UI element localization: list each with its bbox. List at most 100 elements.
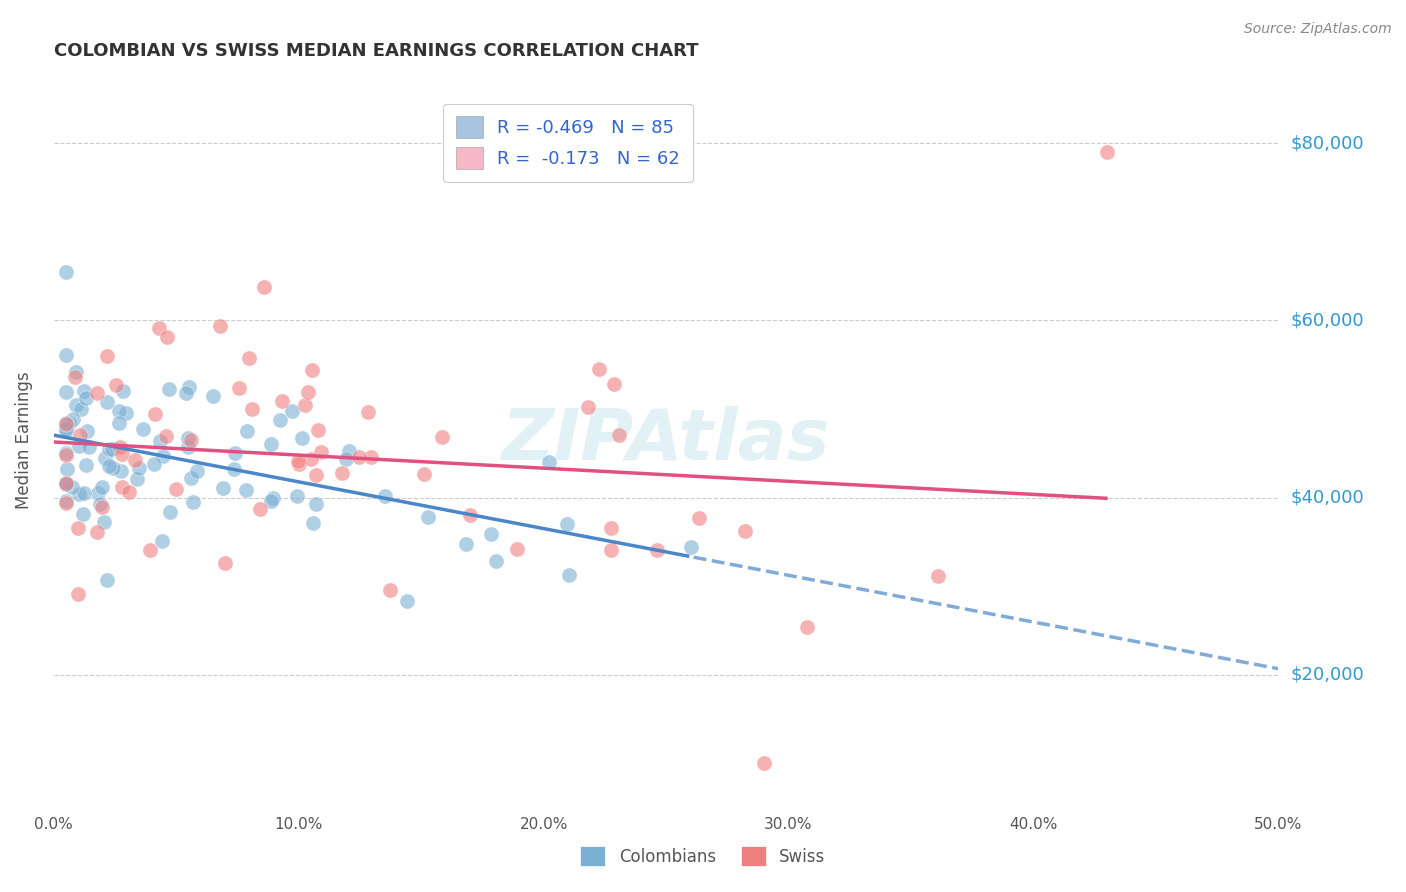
Point	[108, 416, 131, 430]
Point	[165, 482, 187, 496]
Point	[1095, 145, 1118, 160]
Point	[97, 442, 120, 456]
Point	[600, 521, 623, 535]
Point	[288, 457, 311, 471]
Point	[87, 486, 110, 500]
Point	[75, 458, 97, 472]
Point	[202, 389, 225, 403]
Point	[228, 381, 250, 395]
Point	[157, 382, 180, 396]
Point	[60, 480, 83, 494]
Point	[337, 443, 360, 458]
Point	[55, 425, 77, 439]
Point	[576, 400, 599, 414]
Point	[796, 620, 818, 634]
Point	[271, 393, 294, 408]
Point	[305, 497, 328, 511]
Point	[55, 446, 77, 460]
Point	[66, 521, 89, 535]
Point	[105, 378, 128, 392]
Point	[299, 451, 322, 466]
Point	[55, 477, 77, 491]
Point	[285, 489, 308, 503]
Legend: Colombians, Swiss: Colombians, Swiss	[572, 838, 834, 875]
Point	[418, 510, 440, 524]
Point	[152, 450, 174, 464]
Point	[55, 422, 77, 436]
Point	[90, 500, 112, 515]
Point	[107, 404, 129, 418]
Point	[55, 265, 77, 279]
Point	[100, 442, 122, 456]
Point	[180, 434, 202, 448]
Point	[67, 487, 90, 501]
Point	[101, 460, 124, 475]
Point	[55, 384, 77, 399]
Point	[238, 351, 260, 366]
Point	[224, 446, 246, 460]
Point	[67, 439, 90, 453]
Point	[588, 362, 610, 376]
Point	[259, 437, 281, 451]
Point	[55, 475, 77, 490]
Point	[180, 471, 202, 485]
Point	[335, 451, 357, 466]
Point	[91, 480, 114, 494]
Point	[86, 385, 108, 400]
Point	[159, 505, 181, 519]
Point	[262, 491, 284, 506]
Point	[174, 385, 197, 400]
Point	[155, 429, 177, 443]
Y-axis label: Median Earnings: Median Earnings	[15, 371, 32, 508]
Point	[115, 405, 138, 419]
Text: $80,000: $80,000	[1291, 135, 1364, 153]
Point	[76, 424, 98, 438]
Point	[927, 569, 949, 583]
Point	[156, 329, 179, 343]
Point	[305, 467, 328, 482]
Point	[69, 428, 91, 442]
Text: Source: ZipAtlas.com: Source: ZipAtlas.com	[1244, 22, 1392, 37]
Point	[177, 440, 200, 454]
Point	[55, 494, 77, 508]
Point	[347, 450, 370, 464]
Point	[96, 349, 118, 363]
Point	[55, 348, 77, 362]
Point	[506, 541, 529, 556]
Point	[93, 515, 115, 529]
Point	[148, 321, 170, 335]
Point	[607, 428, 630, 442]
Point	[181, 495, 204, 509]
Point	[150, 533, 173, 548]
Point	[395, 594, 418, 608]
Point	[485, 554, 508, 568]
Point	[128, 460, 150, 475]
Point	[96, 573, 118, 587]
Point	[249, 502, 271, 516]
Point	[97, 458, 120, 473]
Point	[374, 489, 396, 503]
Point	[125, 472, 148, 486]
Point	[378, 583, 401, 598]
Point	[72, 507, 94, 521]
Point	[454, 537, 477, 551]
Point	[307, 423, 329, 437]
Point	[73, 486, 96, 500]
Point	[645, 543, 668, 558]
Text: $20,000: $20,000	[1291, 665, 1364, 684]
Point	[108, 440, 131, 454]
Point	[111, 384, 134, 399]
Point	[118, 485, 141, 500]
Point	[281, 403, 304, 417]
Point	[56, 462, 79, 476]
Point	[301, 363, 323, 377]
Point	[55, 416, 77, 430]
Point	[413, 467, 436, 482]
Point	[212, 481, 235, 495]
Point	[186, 465, 208, 479]
Point	[65, 369, 87, 384]
Point	[55, 477, 77, 491]
Point	[287, 454, 309, 468]
Point	[236, 424, 259, 438]
Point	[143, 408, 166, 422]
